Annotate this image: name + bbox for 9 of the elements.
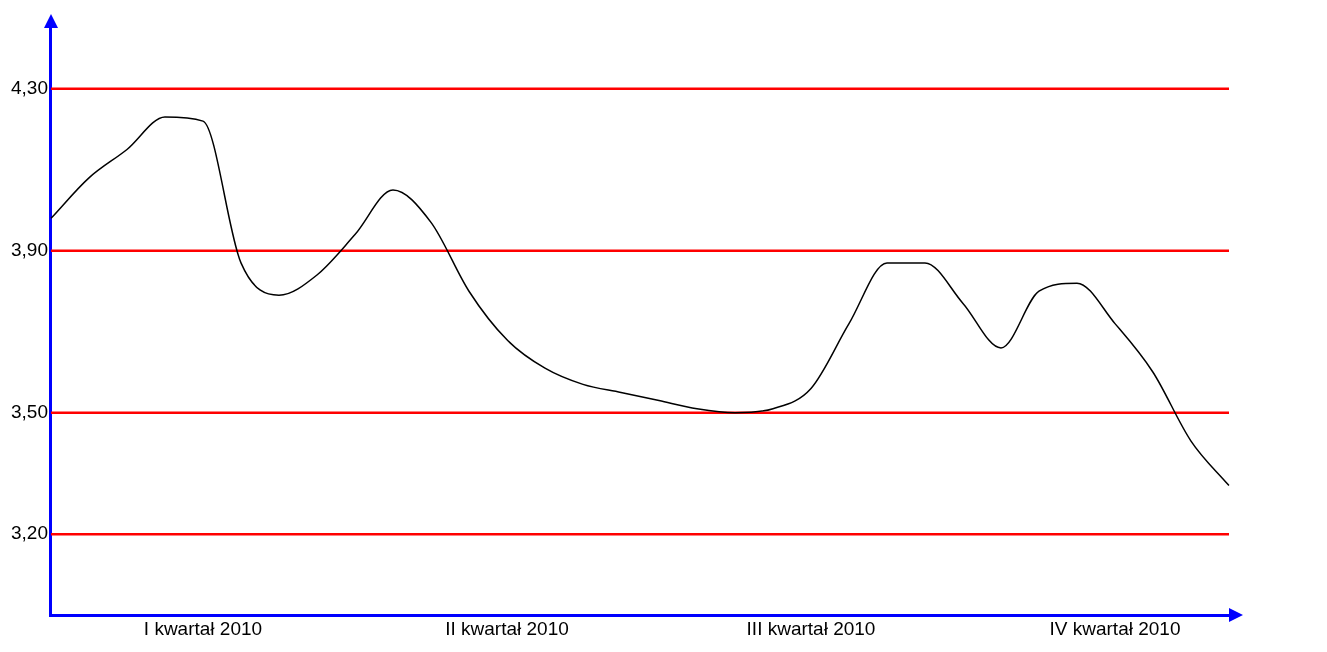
line-series	[50, 116, 1230, 487]
y-tick-label: 4,30	[11, 76, 48, 98]
x-tick-label: III kwartał 2010	[746, 617, 876, 639]
y-tick-label: 3,50	[11, 400, 48, 422]
x-tick-label: II kwartał 2010	[445, 617, 569, 639]
x-tick-label: I kwartał 2010	[143, 617, 263, 639]
x-tick-label: IV kwartał 2010	[1049, 617, 1181, 639]
y-tick-label: 3,90	[11, 238, 48, 260]
y-tick-label: 3,20	[11, 522, 48, 544]
